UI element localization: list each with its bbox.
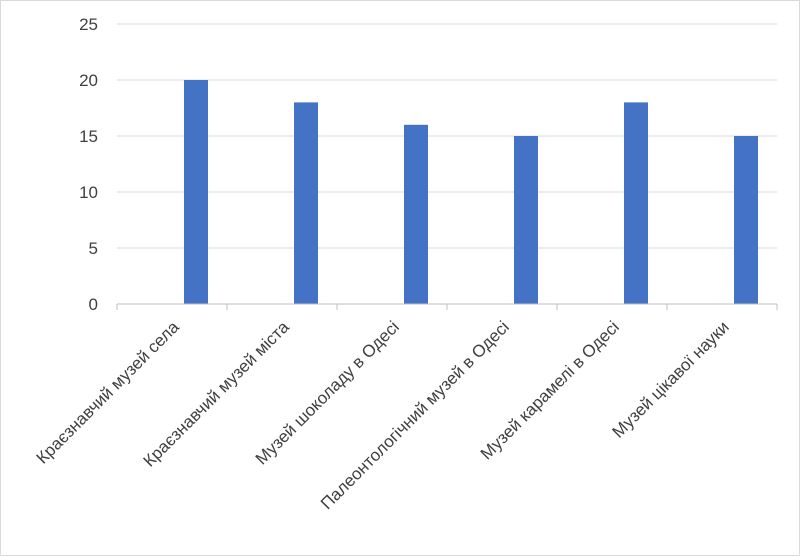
y-tick-label: 0	[89, 295, 98, 314]
bar-3	[404, 124, 428, 304]
y-tick-label: 15	[79, 127, 98, 146]
y-tick-label: 5	[89, 239, 98, 258]
x-tick-label: Музей цікавої науки	[609, 317, 733, 441]
axes	[116, 303, 778, 310]
bar-2	[294, 102, 318, 305]
y-tick-label: 10	[79, 183, 98, 202]
bar-1	[184, 80, 208, 304]
bars	[184, 80, 758, 305]
y-tick-label: 20	[79, 71, 98, 90]
y-tick-labels: 0 5 10 15 20 25	[79, 15, 98, 314]
bar-5	[624, 102, 648, 305]
bar-6	[734, 136, 758, 304]
y-tick-label: 25	[79, 15, 98, 34]
x-tick-label: Палеонтологічний музей в Одесі	[317, 317, 513, 513]
bar-4	[514, 136, 538, 304]
gridlines	[117, 23, 777, 249]
